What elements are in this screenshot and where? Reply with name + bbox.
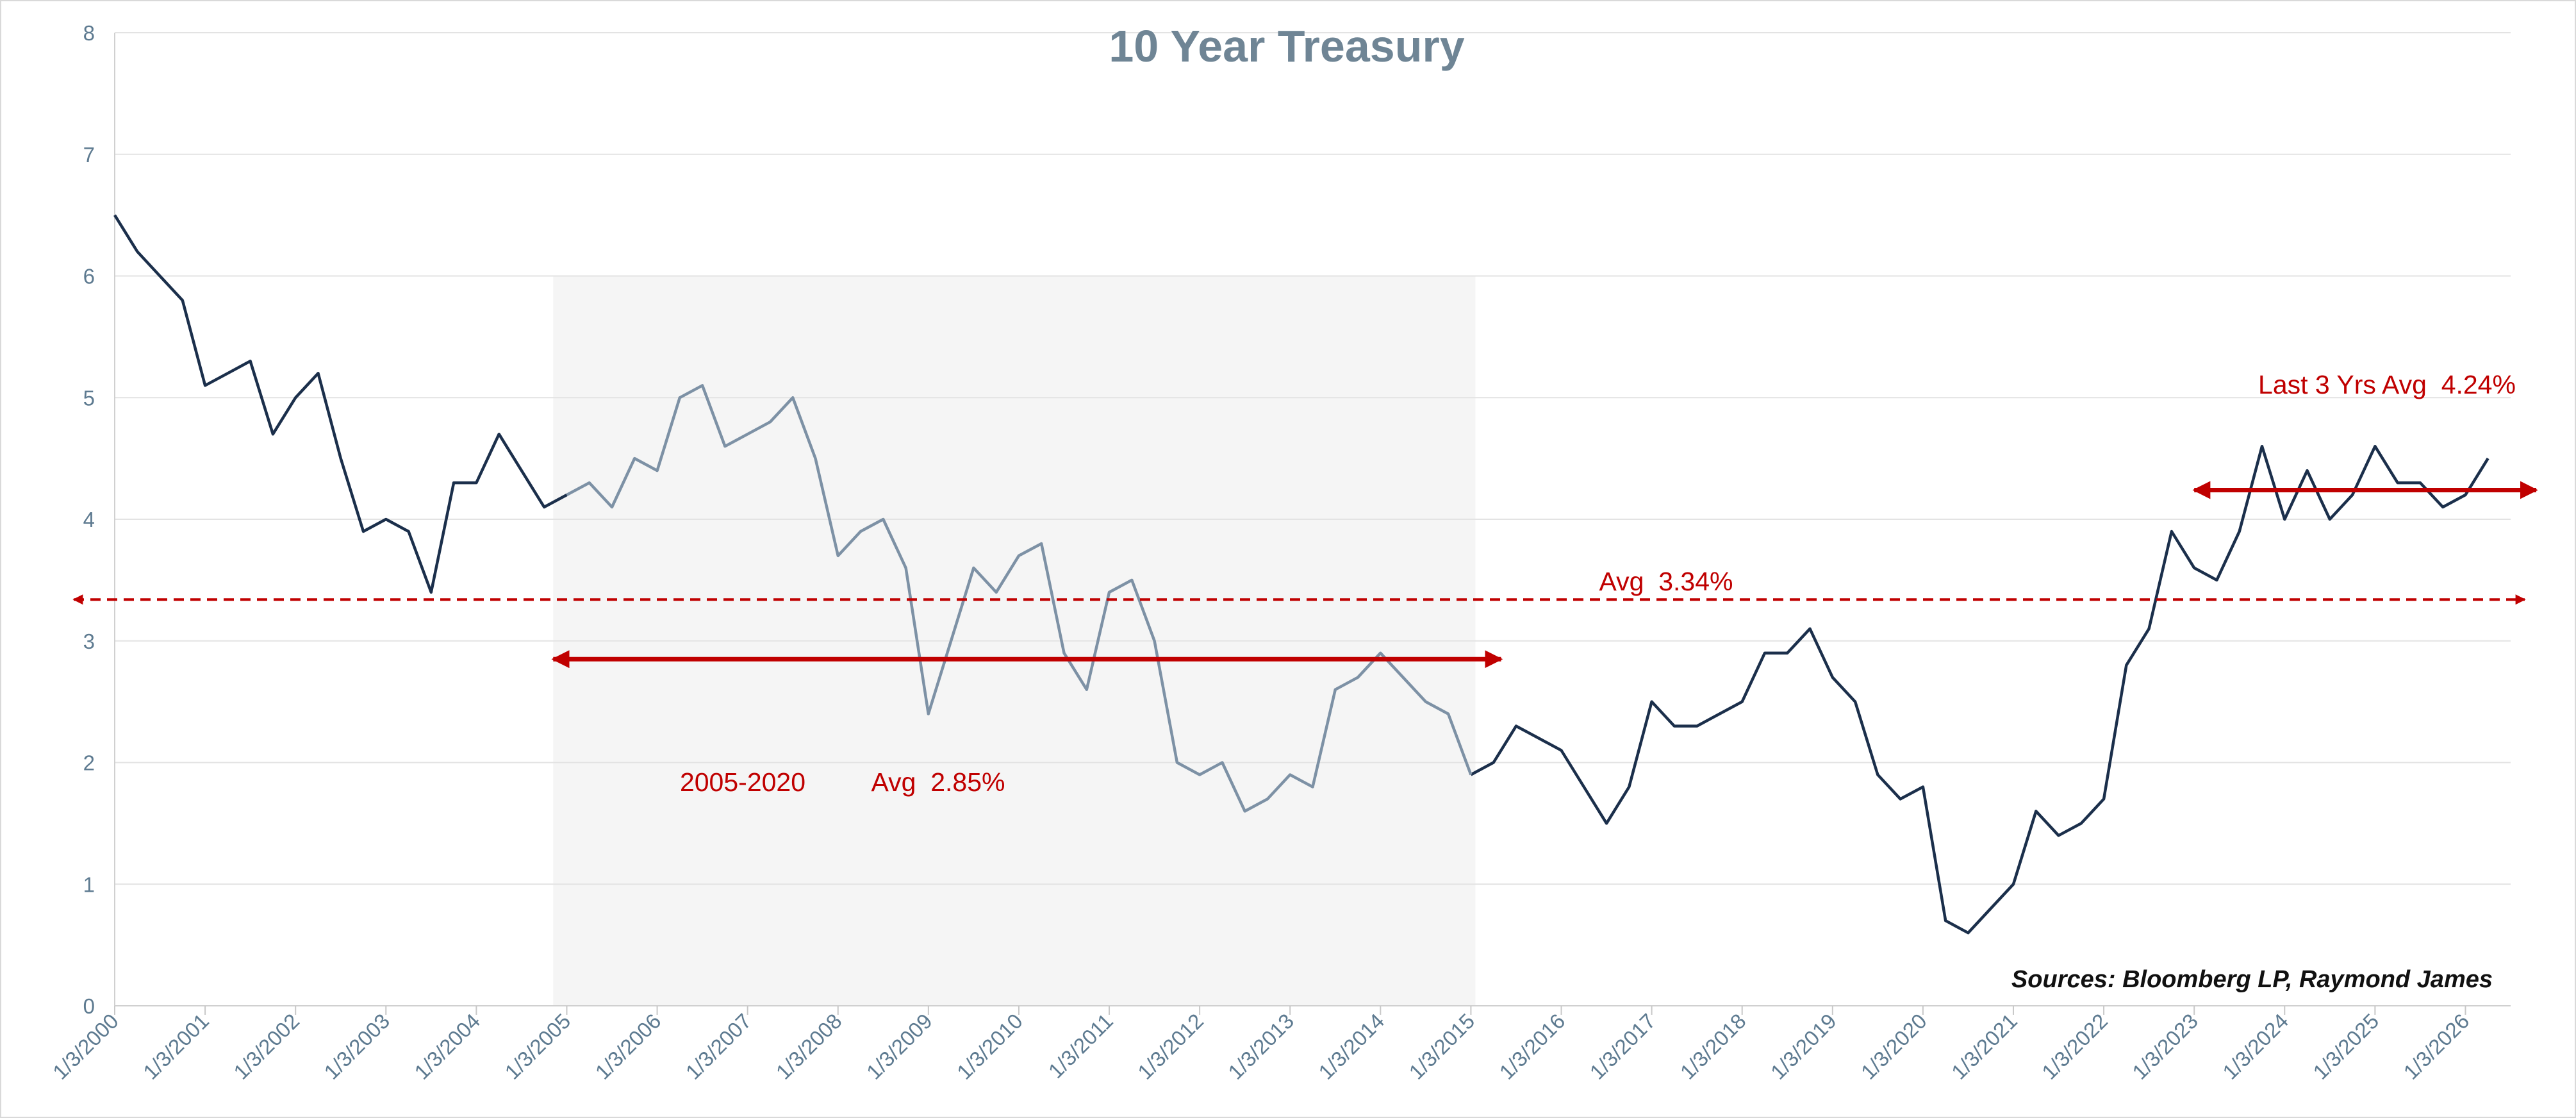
reference-label: Last 3 Yrs Avg 4.24%: [2258, 370, 2516, 399]
y-tick-label: 7: [83, 143, 95, 167]
y-tick-label: 6: [83, 265, 95, 288]
y-tick-label: 2: [83, 751, 95, 775]
source-note: Sources: Bloomberg LP, Raymond James: [2011, 966, 2493, 993]
y-tick-label: 5: [83, 386, 95, 410]
chart-title: 10 Year Treasury: [1109, 21, 1464, 71]
reference-label: Avg 2.85%: [871, 767, 1005, 797]
y-tick-label: 0: [83, 994, 95, 1018]
y-tick-label: 1: [83, 872, 95, 896]
y-tick-label: 3: [83, 630, 95, 653]
y-tick-label: 8: [83, 21, 95, 45]
y-tick-label: 4: [83, 508, 95, 531]
yield-line: [566, 384, 1473, 813]
reference-label: Avg 3.34%: [1599, 567, 1733, 596]
reference-period: 2005-2020: [680, 767, 805, 797]
